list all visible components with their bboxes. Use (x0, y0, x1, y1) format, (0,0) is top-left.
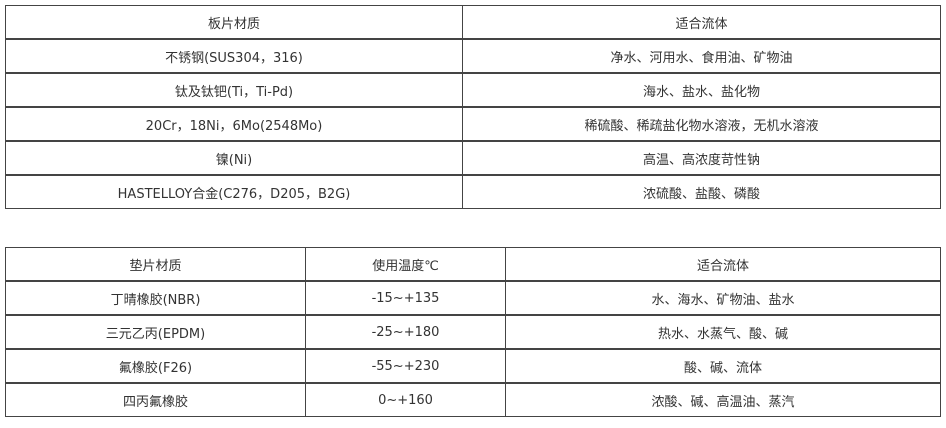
table-row: 镍(Ni) 高温、高浓度苛性钠 (5, 140, 941, 176)
fluid-cell: 浓酸、碱、高温油、蒸汽 (505, 382, 941, 417)
header-cell: 使用温度℃ (305, 247, 506, 282)
plate-material-table: 板片材质 适合流体 不锈钢(SUS304，316) 净水、河用水、食用油、矿物油 … (5, 5, 941, 209)
material-cell: 20Cr，18Ni，6Mo(2548Mo) (5, 106, 463, 142)
table-header-row: 板片材质 适合流体 (5, 5, 941, 40)
fluid-cell: 高温、高浓度苛性钠 (462, 140, 941, 176)
table-row: 钛及钛钯(Ti，Ti-Pd) 海水、盐水、盐化物 (5, 72, 941, 108)
fluid-cell: 浓硫酸、盐酸、磷酸 (462, 174, 941, 209)
temperature-cell: 0~+160 (305, 382, 506, 417)
fluid-cell: 热水、水蒸气、酸、碱 (505, 314, 941, 350)
header-cell: 垫片材质 (5, 247, 306, 282)
table-row: 丁晴橡胶(NBR) -15~+135 水、海水、矿物油、盐水 (5, 280, 941, 316)
material-cell: 氟橡胶(F26) (5, 348, 306, 384)
fluid-cell: 净水、河用水、食用油、矿物油 (462, 38, 941, 74)
material-cell: HASTELLOY合金(C276，D205，B2G) (5, 174, 463, 209)
temperature-cell: -15~+135 (305, 280, 506, 316)
material-cell: 丁晴橡胶(NBR) (5, 280, 306, 316)
temperature-cell: -55~+230 (305, 348, 506, 384)
table-row: 氟橡胶(F26) -55~+230 酸、碱、流体 (5, 348, 941, 384)
material-cell: 三元乙丙(EPDM) (5, 314, 306, 350)
header-cell: 适合流体 (462, 5, 941, 40)
gasket-material-table: 垫片材质 使用温度℃ 适合流体 丁晴橡胶(NBR) -15~+135 水、海水、矿物… (5, 247, 941, 417)
material-cell: 钛及钛钯(Ti，Ti-Pd) (5, 72, 463, 108)
table-row: 20Cr，18Ni，6Mo(2548Mo) 稀硫酸、稀疏盐化物水溶液，无机水溶液 (5, 106, 941, 142)
header-cell: 板片材质 (5, 5, 463, 40)
table-row: 不锈钢(SUS304，316) 净水、河用水、食用油、矿物油 (5, 38, 941, 74)
fluid-cell: 稀硫酸、稀疏盐化物水溶液，无机水溶液 (462, 106, 941, 142)
table-row: 三元乙丙(EPDM) -25~+180 热水、水蒸气、酸、碱 (5, 314, 941, 350)
material-cell: 镍(Ni) (5, 140, 463, 176)
table-row: HASTELLOY合金(C276，D205，B2G) 浓硫酸、盐酸、磷酸 (5, 174, 941, 209)
header-cell: 适合流体 (505, 247, 941, 282)
material-cell: 不锈钢(SUS304，316) (5, 38, 463, 74)
table-row: 四丙氟橡胶 0~+160 浓酸、碱、高温油、蒸汽 (5, 382, 941, 417)
table-header-row: 垫片材质 使用温度℃ 适合流体 (5, 247, 941, 282)
fluid-cell: 海水、盐水、盐化物 (462, 72, 941, 108)
fluid-cell: 水、海水、矿物油、盐水 (505, 280, 941, 316)
material-cell: 四丙氟橡胶 (5, 382, 306, 417)
fluid-cell: 酸、碱、流体 (505, 348, 941, 384)
temperature-cell: -25~+180 (305, 314, 506, 350)
